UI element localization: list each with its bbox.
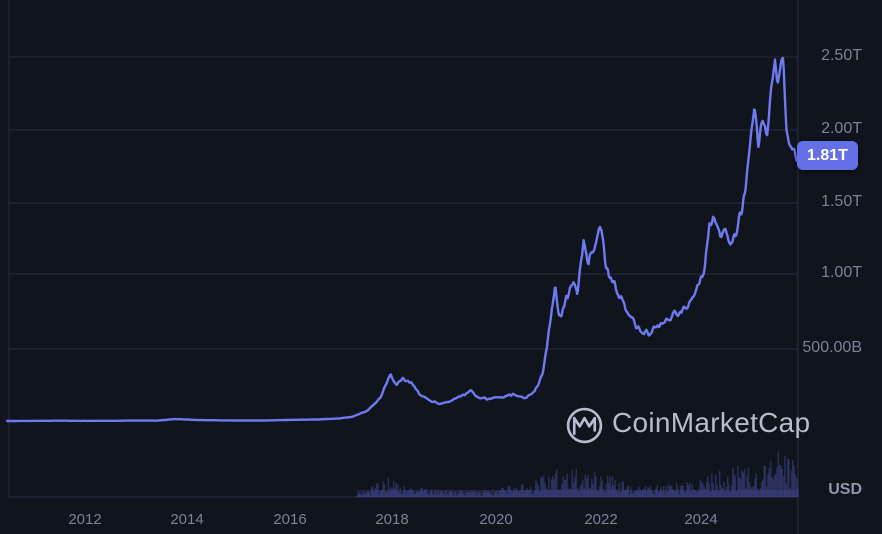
svg-text:CoinMarketCap: CoinMarketCap	[612, 407, 810, 438]
